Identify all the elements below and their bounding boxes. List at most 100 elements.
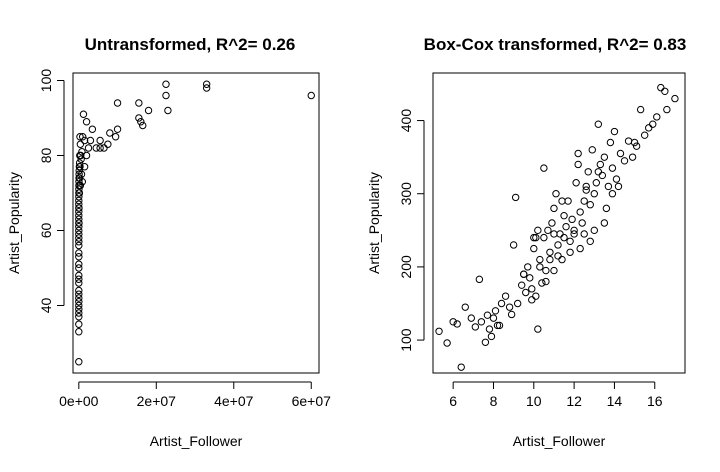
right-data-point xyxy=(578,219,586,227)
left-data-point xyxy=(77,155,85,163)
right-x-axis-label: Artist_Follower xyxy=(513,433,606,449)
right-y-tick-label: 100 xyxy=(398,328,414,352)
right-data-point xyxy=(568,215,576,224)
right-data-point xyxy=(580,197,588,205)
left-data-point xyxy=(162,91,170,100)
left-data-point xyxy=(75,204,83,212)
right-data-point xyxy=(560,211,568,220)
left-data-point xyxy=(75,234,83,242)
right-data-point xyxy=(530,244,538,253)
right-data-point xyxy=(671,94,679,103)
right-data-point xyxy=(497,299,506,308)
left-data-point xyxy=(75,159,84,167)
left-data-point xyxy=(82,118,91,126)
left-data-point xyxy=(75,301,83,310)
right-data-point xyxy=(624,137,633,145)
right-data-point xyxy=(554,241,562,249)
left-data-point xyxy=(75,166,83,175)
right-data-point xyxy=(501,292,510,300)
left-data-point xyxy=(75,238,83,246)
left-data-point xyxy=(307,91,315,100)
left-data-point xyxy=(75,298,83,306)
right-data-point xyxy=(645,124,653,132)
right-data-point xyxy=(630,138,639,147)
right-data-point xyxy=(574,149,582,158)
right-y-axis-label: Artist_Popularity xyxy=(366,172,382,274)
right-data-point xyxy=(612,175,621,183)
left-data-point xyxy=(75,241,83,250)
right-data-point xyxy=(653,113,661,121)
left-data-point xyxy=(75,189,84,197)
right-data-point xyxy=(538,279,546,287)
left-data-point xyxy=(75,309,83,317)
right-data-point xyxy=(562,222,570,231)
right-data-point xyxy=(493,321,502,330)
right-data-point xyxy=(443,339,451,347)
right-y-tick-label: 400 xyxy=(398,109,414,133)
left-data-point xyxy=(92,144,100,152)
left-data-point xyxy=(75,286,83,295)
right-data-point xyxy=(550,266,558,275)
left-data-point xyxy=(75,358,83,366)
right-data-point xyxy=(481,338,490,346)
left-data-point xyxy=(75,208,83,216)
left-data-point xyxy=(104,140,112,148)
right-y-tick-label: 200 xyxy=(398,255,414,279)
right-data-point xyxy=(584,168,592,176)
right-data-point xyxy=(546,248,554,256)
left-data-point xyxy=(76,163,84,171)
left-y-axis: 40 60 80 100 xyxy=(38,69,65,313)
right-data-point xyxy=(554,252,562,260)
left-plot-frame xyxy=(72,72,320,374)
right-x-axis: 6 8 10 12 14 16 xyxy=(449,381,663,409)
right-data-point xyxy=(536,263,544,271)
right-data-point xyxy=(572,179,580,187)
left-data-point xyxy=(75,260,83,268)
right-data-point xyxy=(532,233,540,242)
right-data-point xyxy=(588,146,596,154)
left-data-point xyxy=(100,144,108,152)
right-data-point xyxy=(564,197,572,205)
left-data-point xyxy=(75,279,83,287)
left-y-tick-label: 100 xyxy=(38,69,54,93)
left-data-point xyxy=(75,219,83,227)
left-data-point xyxy=(76,133,84,141)
right-data-point xyxy=(532,292,540,300)
right-data-point xyxy=(485,325,494,333)
left-x-tick-label: 2e+07 xyxy=(137,393,177,409)
left-x-axis-label: Artist_Follower xyxy=(150,433,243,449)
left-data-point xyxy=(78,178,86,186)
left-data-point xyxy=(75,226,83,235)
right-data-point xyxy=(528,285,536,293)
right-data-point xyxy=(522,288,530,297)
right-data-point xyxy=(640,131,649,139)
right-data-point xyxy=(461,303,469,311)
left-data-point xyxy=(75,200,83,208)
right-data-point xyxy=(556,230,564,238)
right-data-point xyxy=(663,105,671,114)
left-data-point xyxy=(75,275,83,283)
left-data-point xyxy=(144,106,153,115)
right-x-tick-label: 6 xyxy=(449,393,457,409)
left-title: Untransformed, R^2= 0.26 xyxy=(85,35,296,54)
left-data-point xyxy=(139,121,147,130)
right-data-point xyxy=(606,138,615,147)
right-data-point xyxy=(582,186,590,194)
left-data-point xyxy=(75,253,83,261)
right-data-point xyxy=(477,318,486,326)
left-data-point xyxy=(75,249,83,257)
left-data-point xyxy=(135,99,143,107)
right-data-point xyxy=(475,275,484,284)
right-data-point xyxy=(592,179,600,187)
left-data-point xyxy=(113,99,122,107)
left-data-point xyxy=(135,114,143,122)
right-data-point xyxy=(483,311,492,319)
right-data-point xyxy=(582,182,590,191)
left-panel: Untransformed, R^2= 0.26 Artist_Follower… xyxy=(6,35,331,449)
right-data-point xyxy=(453,320,461,328)
right-data-point xyxy=(518,281,526,289)
right-data-point xyxy=(536,255,544,264)
left-data-point xyxy=(75,271,83,280)
left-data-point xyxy=(78,148,86,156)
